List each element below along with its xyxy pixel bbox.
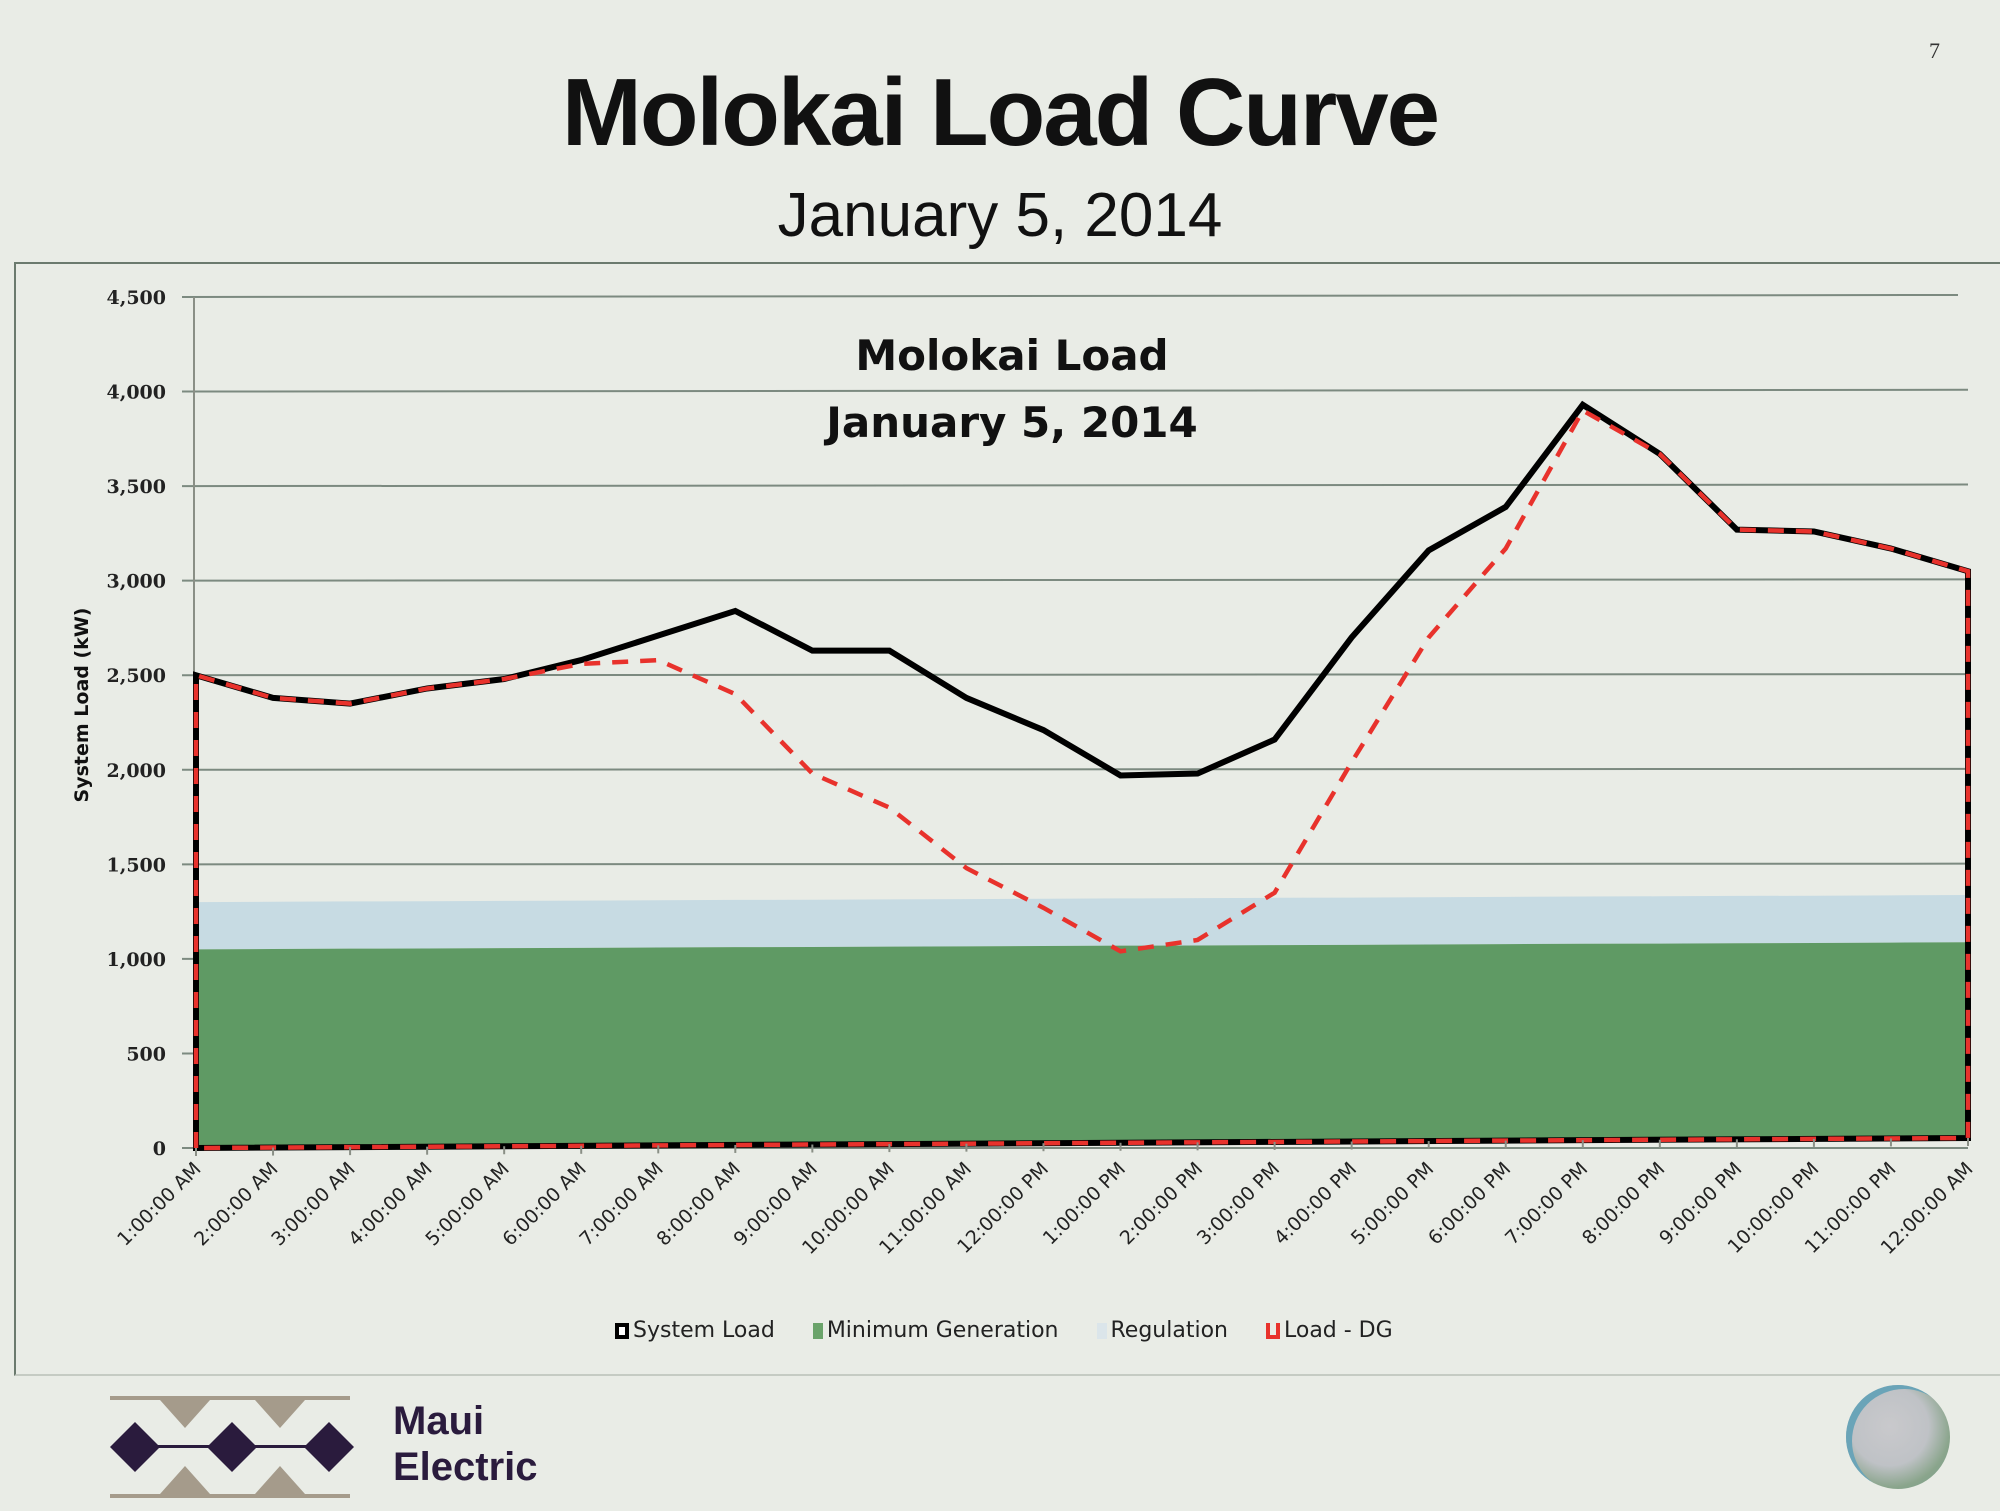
series-lines [193,400,1971,1152]
load-dg-line [193,407,1971,1151]
y-tick-label: 1,000 [107,949,167,971]
minimum-generation-swatch-icon [812,1322,823,1339]
slide-title: Molokai Load Curve [561,59,1440,166]
legend-label: Regulation [1110,1318,1228,1343]
globe-logo-icon [1846,1385,1950,1489]
y-axis-ticks: 0 500 1,000 1,500 2,000 2,500 3,000 3,500 4,000 4… [107,287,167,1160]
y-tick-label: 4,500 [107,287,167,309]
regulation-area [196,894,1968,950]
chart-frame [14,262,2000,1376]
legend-item-system-load[interactable]: System Load [615,1318,775,1343]
slide-subtitle: January 5, 2014 [777,181,1223,250]
gridline [181,388,1969,393]
y-tick-label: 1,500 [107,854,167,876]
y-axis-label: System Load (kW) [71,608,93,803]
y-tick-label: 500 [126,1043,166,1065]
gridline [181,767,1969,771]
gridline [181,578,1969,582]
legend-label: Load - DG [1283,1318,1393,1343]
load-dg-swatch-icon [1265,1322,1280,1339]
y-tick-label: 0 [153,1138,166,1160]
y-tick-label: 3,500 [107,476,167,498]
gridline [181,673,1969,677]
legend-item-minimum-generation[interactable]: Minimum Generation [812,1318,1059,1343]
chart-legend: System Load Minimum Generation Regulatio… [615,1318,1393,1343]
chart-title: Molokai Load [855,331,1168,380]
gridline [181,862,1969,866]
legend-item-load-dg[interactable]: Load - DG [1265,1318,1393,1343]
brand-line-2: Electric [393,1445,538,1489]
legend-item-regulation[interactable]: Regulation [1096,1318,1228,1343]
gridline [181,294,1959,298]
y-tick-label: 4,000 [107,382,167,404]
chart-subtitle: January 5, 2014 [823,398,1198,447]
system-load-swatch-icon [615,1322,629,1339]
slide-number: 7 [1929,38,1940,63]
maui-electric-logo-icon [110,1396,354,1498]
y-tick-label: 2,500 [107,665,167,687]
brand-name: Maui Electric [393,1398,538,1490]
legend-label: System Load [633,1318,775,1343]
x-axis-ticks: 1:00:00 AM2:00:00 AM3:00:00 AM4:00:00 AM… [113,1138,1978,1259]
stacked-areas [196,894,1968,1148]
gridline [181,483,1969,488]
y-tick-label: 3,000 [107,571,167,593]
legend-label: Minimum Generation [826,1318,1059,1343]
minimum-generation-area [196,942,1968,1148]
brand-line-1: Maui [393,1399,485,1443]
regulation-swatch-icon [1096,1322,1107,1339]
y-tick-label: 2,000 [107,760,167,782]
